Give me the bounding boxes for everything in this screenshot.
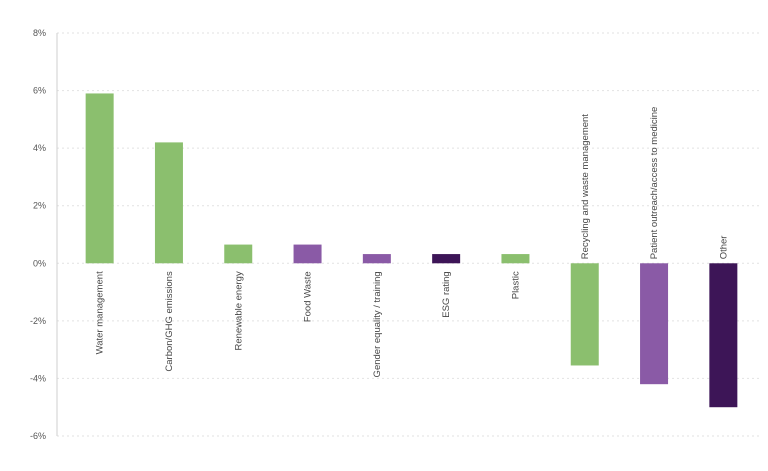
bar (154, 142, 183, 264)
bar (85, 93, 114, 264)
bars (85, 93, 738, 408)
y-tick-label: 2% (33, 201, 46, 211)
y-tick-label: 4% (33, 143, 46, 153)
bar (640, 263, 669, 385)
bar (709, 263, 738, 408)
category-labels: Water management Carbon/GHG emissions Rene… (95, 107, 730, 378)
category-label: Renewable energy (233, 271, 244, 350)
y-tick-label: -4% (30, 373, 46, 383)
category-label: Carbon/GHG emissions (164, 271, 175, 372)
category-label: Patient outreach/access to medicine (649, 107, 660, 260)
category-label: Gender equality / training (372, 271, 383, 377)
category-label: Food Waste (303, 271, 314, 322)
category-label: Other (718, 236, 729, 260)
y-tick-label: -6% (30, 431, 46, 441)
bar (362, 254, 391, 264)
y-tick-label: 0% (33, 258, 46, 268)
y-tick-label: -2% (30, 316, 46, 326)
category-label: Plastic (510, 271, 521, 299)
bar (432, 254, 461, 264)
y-tick-label: 6% (33, 86, 46, 96)
category-label: ESG rating (441, 271, 452, 317)
y-tick-label: 8% (33, 28, 46, 38)
bar (293, 244, 322, 264)
bar (501, 254, 530, 264)
category-label: Water management (95, 271, 106, 354)
bar (570, 263, 599, 366)
y-axis-ticks: 8% 6% 4% 2% 0% -2% -4% -6% (30, 28, 46, 441)
bar (224, 244, 253, 264)
category-label: Recycling and waste management (580, 114, 591, 260)
